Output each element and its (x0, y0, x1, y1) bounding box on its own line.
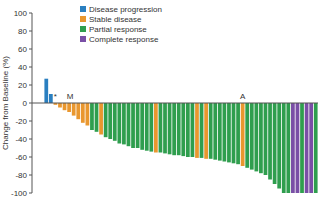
bar (163, 103, 167, 153)
y-tick (29, 175, 32, 176)
y-tick-label: -20 (15, 117, 27, 126)
bar (204, 103, 208, 159)
bar (108, 103, 112, 139)
y-tick-label: 60 (18, 45, 27, 54)
bar (259, 103, 263, 173)
bar (159, 103, 163, 153)
legend-swatch (80, 26, 86, 32)
bar (305, 103, 309, 193)
bar (131, 103, 135, 148)
bar (268, 103, 272, 180)
bar (282, 103, 286, 193)
y-tick (29, 31, 32, 32)
bar (58, 103, 62, 108)
y-tick-label: -40 (15, 135, 27, 144)
annotation: A (240, 92, 246, 101)
legend-label: Stable disease (89, 15, 142, 24)
bar (63, 103, 67, 110)
legend-swatch (80, 16, 86, 22)
bar (191, 103, 195, 157)
chart: -100 -80 -60 -40 -20 0 20 40 60 80 100 Change from … (0, 0, 321, 202)
bar (296, 103, 300, 193)
annotation: M (67, 92, 74, 101)
bar (104, 103, 108, 137)
bar (72, 103, 76, 116)
bar (209, 103, 213, 159)
bar (86, 103, 90, 126)
bar (291, 103, 295, 193)
baseline (32, 103, 318, 104)
bar (264, 103, 268, 175)
bar (49, 94, 53, 103)
bar (44, 79, 48, 103)
y-tick-label: 20 (18, 81, 27, 90)
bar (250, 103, 254, 170)
y-tick (29, 121, 32, 122)
y-tick-label: 0 (23, 99, 28, 108)
annotation: * (54, 92, 57, 101)
bar (149, 103, 153, 152)
y-tick (29, 139, 32, 140)
bar (300, 103, 304, 193)
bar (236, 103, 240, 164)
bar (186, 103, 190, 157)
y-tick-label: 100 (14, 9, 28, 18)
y-axis-label: Change from Baseline (%) (1, 56, 10, 150)
y-tick (29, 157, 32, 158)
bar (200, 103, 204, 158)
bar (122, 103, 126, 144)
legend-label: Disease progression (89, 5, 162, 14)
y-tick-label: 80 (18, 27, 27, 36)
bar (140, 103, 144, 150)
bar (81, 103, 85, 123)
legend-label: Partial response (89, 25, 147, 34)
bar (154, 103, 158, 153)
y-tick (29, 193, 32, 194)
bar (95, 103, 99, 132)
legend-swatch (80, 6, 86, 12)
legend-label: Complete response (89, 35, 159, 44)
bar (127, 103, 131, 146)
bar (254, 103, 258, 171)
y-tick-label: -100 (11, 189, 28, 198)
bar (286, 103, 290, 193)
legend-swatch (80, 36, 86, 42)
bar (195, 103, 199, 158)
y-tick-label: 40 (18, 63, 27, 72)
y-tick (29, 49, 32, 50)
bar (168, 103, 172, 154)
y-tick (29, 103, 32, 104)
y-tick-label: -60 (15, 153, 27, 162)
bar (67, 103, 71, 112)
bar (245, 103, 249, 168)
bar (99, 103, 103, 135)
bar (145, 103, 149, 151)
bar (76, 103, 80, 119)
bar (177, 103, 181, 155)
bar (241, 103, 245, 166)
bars (44, 79, 317, 193)
bar (172, 103, 176, 155)
bar (232, 103, 236, 163)
bar (223, 103, 227, 162)
bar (113, 103, 117, 141)
bar (136, 103, 140, 148)
bar (218, 103, 222, 161)
y-tick-label: -80 (15, 171, 27, 180)
y-tick (29, 67, 32, 68)
bar (213, 103, 217, 160)
y-tick (29, 13, 32, 14)
bar (117, 103, 121, 144)
bar (90, 103, 94, 130)
bar (314, 103, 318, 193)
y-tick (29, 85, 32, 86)
bar (273, 103, 277, 184)
bar (227, 103, 231, 162)
bar (309, 103, 313, 193)
bar (181, 103, 185, 156)
bar (277, 103, 281, 189)
